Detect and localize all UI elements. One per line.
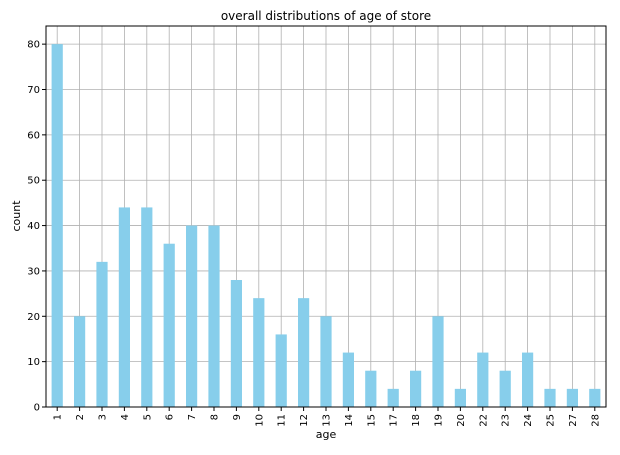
y-tick-label: 10 xyxy=(27,357,40,368)
x-tick-label: 7 xyxy=(187,414,198,420)
y-tick-label: 60 xyxy=(27,130,40,141)
bar-19 xyxy=(432,316,444,407)
bar-12 xyxy=(298,298,310,407)
x-tick-label: 10 xyxy=(254,414,265,427)
y-tick-label: 30 xyxy=(27,266,40,277)
y-tick-label: 70 xyxy=(27,85,40,96)
x-tick-label: 2 xyxy=(75,414,86,420)
x-tick-label: 14 xyxy=(344,414,355,427)
x-tick-label: 13 xyxy=(322,414,333,427)
x-tick-label: 19 xyxy=(434,414,445,427)
y-axis-ticks: 0 10 20 30 40 50 60 70 80 xyxy=(27,40,46,414)
bar-2 xyxy=(74,316,86,407)
x-tick-label: 18 xyxy=(411,414,422,427)
x-tick-label: 25 xyxy=(546,414,557,427)
x-tick-label: 23 xyxy=(501,414,512,427)
bar-22 xyxy=(477,352,489,407)
x-tick-label: 17 xyxy=(389,414,400,427)
bar-25 xyxy=(544,388,556,407)
x-tick-label: 1 xyxy=(53,414,64,420)
y-tick-label: 50 xyxy=(27,176,40,187)
y-tick-label: 80 xyxy=(27,40,40,51)
bar-18 xyxy=(410,370,422,407)
y-tick-label: 40 xyxy=(27,221,40,232)
bar-10 xyxy=(253,298,265,407)
x-tick-label: 20 xyxy=(456,414,467,427)
bar-11 xyxy=(275,334,287,407)
bar-15 xyxy=(365,370,377,407)
x-tick-label: 15 xyxy=(366,414,377,427)
bar-5 xyxy=(141,207,153,407)
bar-23 xyxy=(499,370,511,407)
x-tick-label: 28 xyxy=(590,414,601,427)
x-tick-label: 24 xyxy=(523,414,534,427)
x-axis-ticks: 1 2 3 4 5 6 7 8 9 10 11 12 13 14 15 17 18 19 20 22 23 24 25 27 2… xyxy=(53,407,601,427)
x-tick-label: 8 xyxy=(210,414,221,420)
x-tick-label: 11 xyxy=(277,414,288,427)
bar-17 xyxy=(387,388,399,407)
bar-6 xyxy=(163,243,175,407)
bar-24 xyxy=(522,352,534,407)
bar-9 xyxy=(230,280,242,407)
bar-27 xyxy=(566,388,578,407)
bar-13 xyxy=(320,316,332,407)
bar-20 xyxy=(454,388,466,407)
x-tick-label: 6 xyxy=(165,414,176,420)
bar-28 xyxy=(589,388,601,407)
x-tick-label: 9 xyxy=(232,414,243,420)
bar-1 xyxy=(51,44,63,408)
bars xyxy=(51,44,601,408)
x-tick-label: 12 xyxy=(299,414,310,427)
x-tick-label: 22 xyxy=(478,414,489,427)
chart-title: overall distributions of age of store xyxy=(221,9,431,23)
bar-3 xyxy=(96,261,108,407)
y-axis-title: count xyxy=(10,200,23,232)
bar-4 xyxy=(118,207,130,407)
bar-8 xyxy=(208,225,220,407)
x-axis-title: age xyxy=(316,428,337,441)
x-tick-label: 27 xyxy=(568,414,579,427)
x-tick-label: 4 xyxy=(120,414,131,420)
bar-14 xyxy=(342,352,354,407)
y-tick-label: 0 xyxy=(34,403,40,414)
y-tick-label: 20 xyxy=(27,312,40,323)
x-tick-label: 3 xyxy=(98,414,109,420)
bar-7 xyxy=(186,225,198,407)
x-tick-label: 5 xyxy=(142,414,153,420)
